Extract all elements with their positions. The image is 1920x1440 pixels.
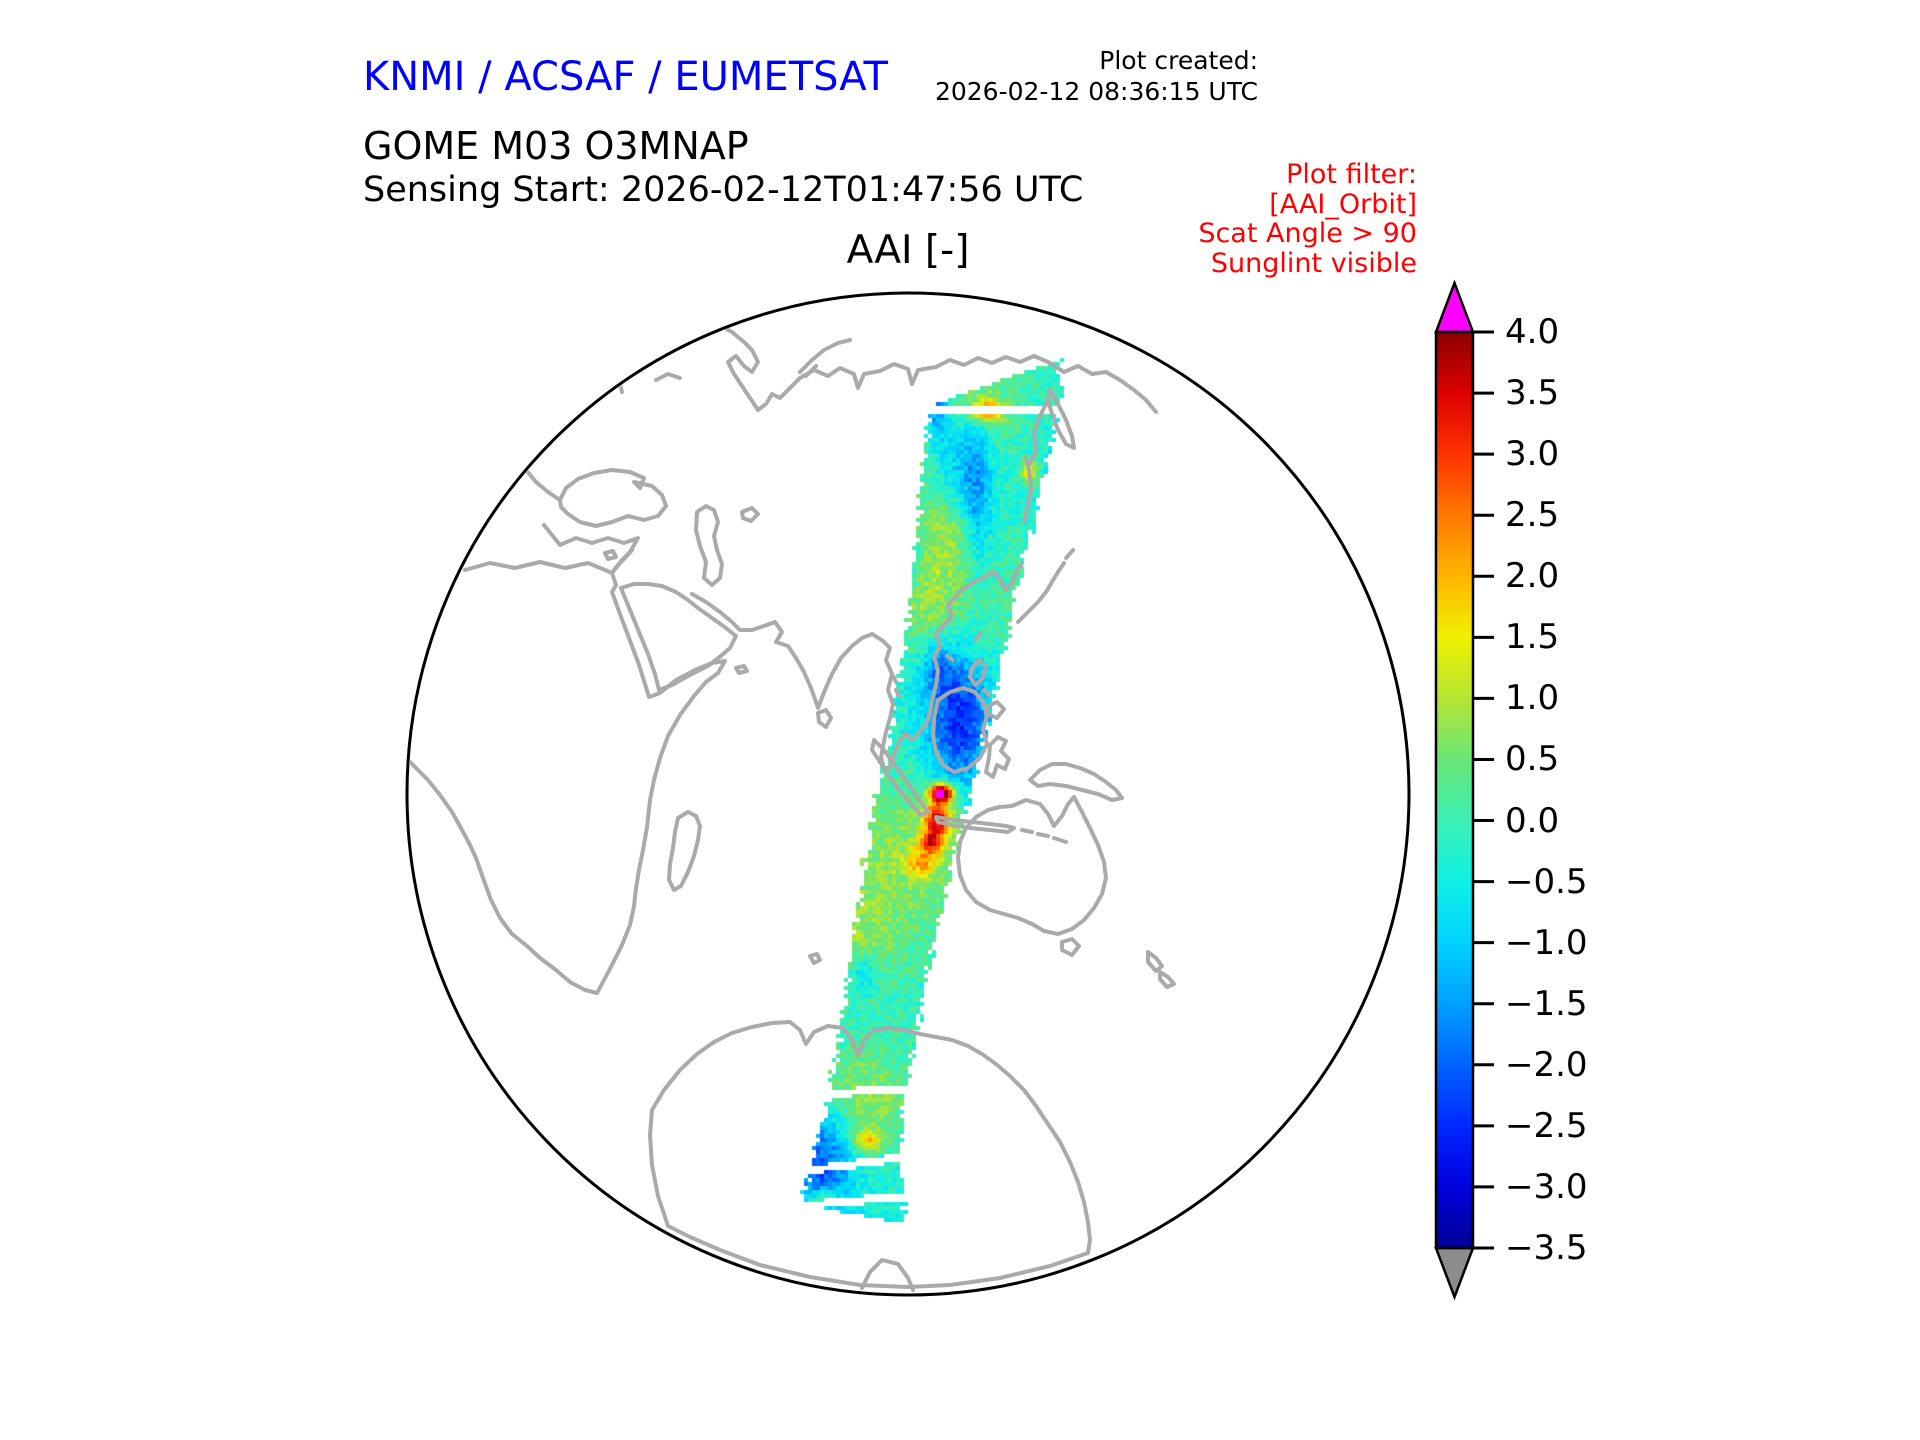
coastline-path bbox=[1028, 398, 1050, 466]
colorbar-tick-label: 2.5 bbox=[1505, 495, 1560, 536]
coastline-path bbox=[1158, 970, 1176, 989]
coastline-path bbox=[1052, 836, 1068, 844]
coastline-path bbox=[984, 735, 1011, 779]
plot-created-timestamp: 2026-02-12 08:36:15 UTC bbox=[934, 76, 1258, 106]
colorbar-tick-label: 2.0 bbox=[1505, 556, 1560, 597]
colorbar-tick-label: 3.5 bbox=[1505, 373, 1560, 414]
coastline-path bbox=[542, 523, 640, 575]
coastline-path bbox=[945, 654, 955, 662]
plot-created-label: Plot created: bbox=[1099, 46, 1258, 75]
plot-created-note: Plot created: 2026-02-12 08:36:15 UTC bbox=[935, 46, 1258, 107]
coastline-path bbox=[667, 810, 702, 892]
plot-filter-line: Plot filter: bbox=[1286, 159, 1417, 190]
brand-title: KNMI / ACSAF / EUMETSAT bbox=[363, 54, 888, 100]
coastline-path bbox=[968, 658, 988, 687]
coastline-path bbox=[956, 795, 1108, 936]
plot-filter-line: Sunglint visible bbox=[1210, 248, 1417, 280]
colorbar-over-arrow bbox=[1434, 279, 1475, 334]
coastline-path bbox=[982, 688, 992, 698]
coastline-path bbox=[816, 708, 833, 729]
coastline-path bbox=[808, 952, 822, 965]
colorbar-tick-label: 1.5 bbox=[1505, 617, 1560, 658]
coastline-path bbox=[690, 592, 777, 632]
coastline-path bbox=[603, 549, 618, 561]
plot-filter-line: [AAI_Orbit] bbox=[1269, 188, 1417, 220]
coastline-path bbox=[879, 561, 1024, 772]
coastline-path bbox=[986, 700, 1006, 720]
coastline-path bbox=[1064, 548, 1075, 560]
coastline-path bbox=[524, 468, 562, 502]
colorbar-tick-label: −0.5 bbox=[1505, 861, 1588, 902]
coastline-path bbox=[931, 686, 989, 774]
coastline-path bbox=[694, 504, 724, 587]
coastline-path bbox=[1060, 937, 1081, 957]
colorbar-gradient bbox=[1434, 330, 1475, 1250]
coastline-path bbox=[973, 631, 983, 642]
coastline-path bbox=[934, 815, 1016, 834]
colorbar-tick-label: −1.5 bbox=[1505, 983, 1588, 1024]
plot-filter-note: Plot filter: [AAI_Orbit] Scat Angle > 90… bbox=[1198, 160, 1417, 279]
coastline-path bbox=[870, 738, 930, 817]
coastline-path bbox=[1046, 388, 1076, 450]
coastline-path bbox=[894, 688, 901, 698]
coastline-path bbox=[860, 1258, 915, 1292]
colorbar-tick-label: −2.0 bbox=[1505, 1044, 1588, 1085]
coastline-path bbox=[1022, 456, 1033, 524]
coastline-path bbox=[1020, 828, 1034, 834]
colorbar-ticks bbox=[1473, 330, 1494, 1250]
colorbar-tick-label: −2.5 bbox=[1505, 1105, 1588, 1146]
map-title: AAI [-] bbox=[846, 228, 970, 273]
coastline-path bbox=[798, 338, 852, 374]
coastline-path bbox=[616, 313, 802, 412]
sensing-start: Sensing Start: 2026-02-12T01:47:56 UTC bbox=[363, 170, 1084, 210]
coastline-path bbox=[1028, 762, 1124, 802]
colorbar-tick-label: 1.0 bbox=[1505, 678, 1560, 719]
colorbar-tick-label: −1.0 bbox=[1505, 922, 1588, 963]
coastline-path bbox=[654, 372, 682, 382]
coastline-path bbox=[773, 620, 885, 710]
coastline-path bbox=[734, 664, 749, 675]
coastline-path bbox=[740, 506, 760, 523]
coastline-path bbox=[1016, 561, 1066, 624]
coastline-path bbox=[619, 582, 738, 692]
colorbar-tick-label: 4.0 bbox=[1505, 312, 1560, 352]
coastline-path bbox=[1146, 950, 1164, 973]
colorbar-tick-label: 0.5 bbox=[1505, 739, 1560, 780]
colorbar-tick-label: 0.0 bbox=[1505, 800, 1560, 841]
colorbar bbox=[1434, 279, 1494, 1301]
coastline-path bbox=[648, 1020, 1092, 1289]
coastline-path bbox=[738, 298, 757, 311]
colorbar-under-arrow bbox=[1434, 1246, 1475, 1301]
coastline-path bbox=[798, 354, 1158, 414]
globe-outline bbox=[405, 291, 1411, 1297]
coastline-path bbox=[1036, 832, 1050, 838]
coastline-path bbox=[409, 560, 727, 995]
coastline-path bbox=[891, 674, 898, 684]
plot-filter-line: Scat Angle > 90 bbox=[1198, 218, 1417, 250]
colorbar-tick-label: −3.0 bbox=[1505, 1166, 1588, 1207]
colorbar-tick-label: 3.0 bbox=[1505, 434, 1560, 475]
coastline-path bbox=[558, 468, 668, 528]
colorbar-tick-label: −3.5 bbox=[1505, 1228, 1588, 1268]
product-name: GOME M03 O3MNAP bbox=[363, 124, 749, 168]
coastlines-layer bbox=[409, 298, 1176, 1292]
